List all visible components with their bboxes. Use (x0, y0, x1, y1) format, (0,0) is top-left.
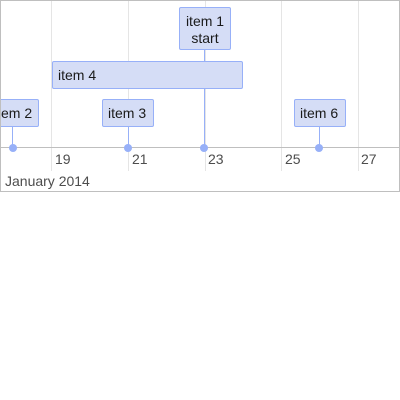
tick-label-23: 23 (208, 151, 224, 167)
item-2-connector (12, 126, 13, 147)
timeline-item-4[interactable]: item 4 (52, 61, 243, 89)
item-3-connector (128, 126, 129, 147)
item-2-dot[interactable] (9, 144, 17, 152)
item-2-label: item 2 (1, 105, 33, 121)
item-6-label: item 6 (300, 105, 339, 121)
gridline (281, 1, 282, 171)
item-3-label: item 3 (108, 105, 147, 121)
item-1-connector (204, 49, 205, 147)
timeline-item-6[interactable]: item 6 (294, 99, 346, 127)
month-label: January 2014 (5, 173, 90, 189)
tick-label-25: 25 (285, 151, 301, 167)
gridline (358, 1, 359, 171)
item-6-connector (319, 126, 320, 147)
tick-label-19: 19 (55, 151, 71, 167)
item-3-dot[interactable] (124, 144, 132, 152)
item-1-dot[interactable] (200, 144, 208, 152)
tick-label-27: 27 (361, 151, 377, 167)
timeline-item-1[interactable]: item 1 start (179, 7, 231, 50)
item-1-title: item 1 (185, 13, 225, 29)
item-1-subtitle: start (191, 30, 219, 46)
tick-label-21: 21 (132, 151, 148, 167)
item-6-dot[interactable] (315, 144, 323, 152)
item-4-label: item 4 (58, 67, 97, 83)
gridline (51, 1, 52, 171)
timeline-item-3[interactable]: item 3 (102, 99, 154, 127)
timeline-panel[interactable]: 19 21 23 25 27 January 2014 item 1 start… (0, 0, 400, 192)
timeline-item-2[interactable]: item 2 (1, 99, 39, 127)
